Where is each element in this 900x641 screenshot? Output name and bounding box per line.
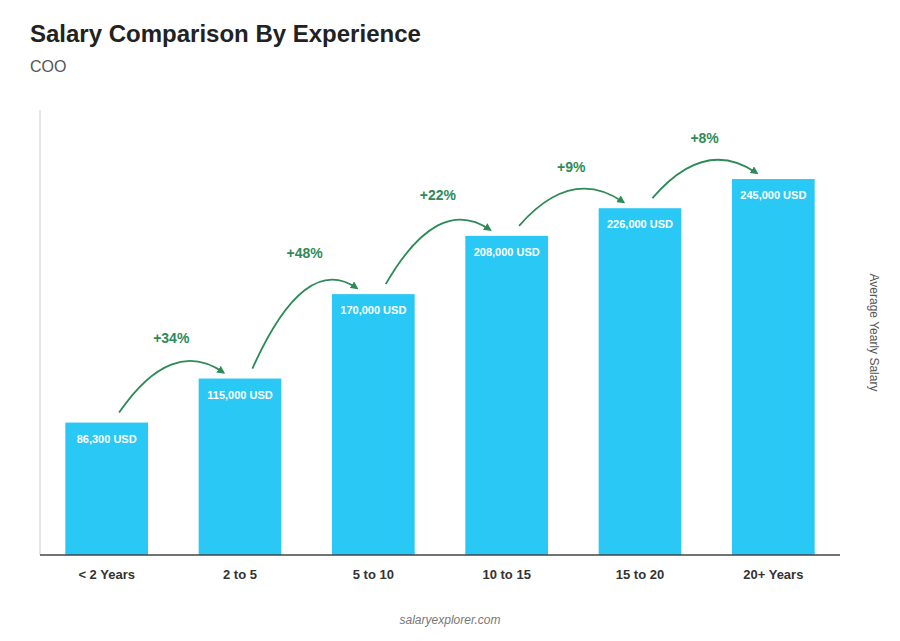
data-label: 86,300 USD [77,433,137,445]
x-tick-label: 2 to 5 [223,567,257,582]
bar [332,294,415,555]
data-label: 245,000 USD [740,189,806,201]
x-tick-label: 5 to 10 [353,567,394,582]
bar [65,423,148,555]
x-tick-label: 10 to 15 [482,567,530,582]
data-label: 170,000 USD [340,304,406,316]
bar [199,379,282,555]
chart: Salary Comparison By Experience COO 86,300… [0,0,900,641]
x-axis-line [40,554,840,556]
x-tick-label: < 2 Years [78,567,135,582]
change-arrow [386,220,490,285]
data-label: 208,000 USD [474,246,540,258]
bar [599,208,682,555]
annotation: +9% [557,159,586,175]
x-tick-label: 15 to 20 [616,567,664,582]
annotation: +34% [153,330,190,346]
bar [732,179,815,555]
change-arrow [119,361,223,413]
data-label: 226,000 USD [607,218,673,230]
annotation: +22% [420,187,457,203]
change-arrow [519,189,623,226]
annotation: +8% [690,130,719,146]
bar [465,236,548,555]
title: Salary Comparison By Experience [30,20,421,47]
y-axis-label: Average Yearly Salary [867,274,881,392]
bars [65,179,814,555]
annotation: +48% [286,245,323,261]
y-axis-line [40,110,41,555]
change-arrow [252,280,356,369]
subtitle: COO [30,58,66,75]
x-tick-label: 20+ Years [743,567,803,582]
data-label: 115,000 USD [207,389,272,401]
footer: salaryexplorer.com [400,613,501,627]
change-arrow [652,160,756,198]
